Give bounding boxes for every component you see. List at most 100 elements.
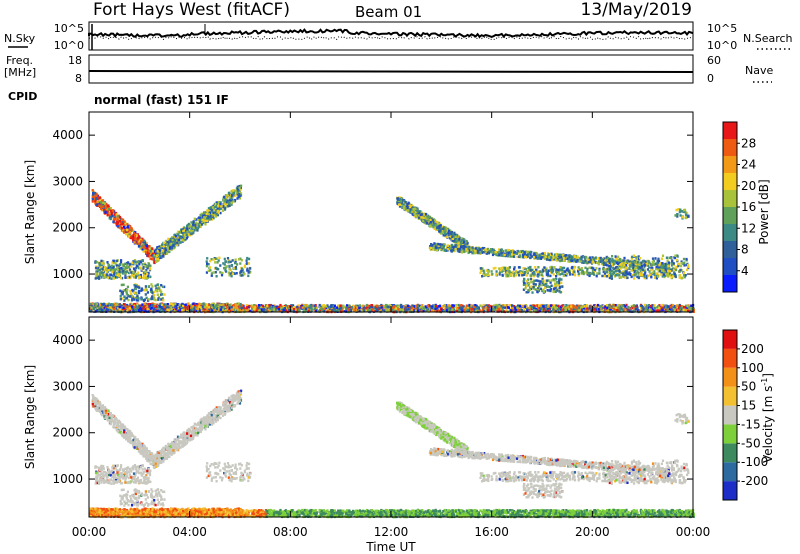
power-mark-2653: [474, 304, 477, 307]
power-mark-4178: [107, 264, 111, 267]
power-mark-4935: [436, 221, 439, 224]
power-mark-782: [133, 304, 136, 308]
power-mark-794: [90, 306, 93, 309]
power-mark-3846: [179, 236, 183, 240]
power-mark-2013: [428, 307, 431, 311]
power-mark-895: [153, 305, 156, 308]
power-mark-2628: [585, 305, 588, 308]
power-mark-2935: [103, 201, 107, 204]
power-mark-2344: [557, 304, 560, 308]
power-mark-3832: [173, 239, 176, 242]
power-mark-4169: [136, 271, 140, 274]
freq-trace: [88, 70, 694, 73]
power-mark-4179: [144, 270, 147, 274]
power-mark-2708: [493, 306, 497, 309]
power-mark-615: [234, 303, 237, 306]
power-mark-600: [127, 307, 130, 311]
power-mark-4047: [115, 259, 118, 263]
power-mark-2745: [442, 305, 445, 308]
power-mark-1012: [259, 305, 262, 308]
power-mark-3036: [143, 241, 146, 245]
power-mark-4380: [219, 271, 222, 274]
power-mark-480: [148, 305, 151, 308]
power-mark-2250: [503, 304, 506, 307]
power-mark-2422: [602, 304, 605, 308]
power-mark-2470: [649, 304, 652, 308]
power-mark-2593: [529, 304, 532, 308]
power-mark-2590: [323, 307, 326, 311]
power-mark-2450: [348, 304, 351, 307]
power-mark-4255: [119, 295, 122, 298]
power-mark-1737: [257, 306, 260, 310]
power-mark-393: [138, 307, 141, 310]
power-mark-1146: [495, 308, 498, 311]
power-mark-2716: [612, 303, 615, 307]
power-mark-2686: [539, 304, 542, 307]
power-mark-659: [143, 309, 146, 313]
power-mark-342: [178, 307, 181, 310]
power-mark-2099: [510, 304, 514, 307]
power-mark-2588: [682, 308, 685, 311]
power-mark-339: [151, 309, 154, 313]
power-mark-4331: [157, 287, 160, 290]
power-mark-1921: [342, 310, 345, 313]
power-mark-3857: [212, 211, 215, 214]
power-mark-4107: [112, 277, 115, 280]
power-mark-855: [170, 306, 173, 309]
power-mark-372: [110, 305, 114, 308]
power-mark-2287: [625, 303, 628, 307]
power-mark-898: [170, 302, 173, 306]
power-mark-1586: [275, 305, 278, 308]
power-mark-3816: [192, 231, 195, 234]
power-mark-3271: [116, 215, 119, 218]
power-mark-2324: [679, 304, 682, 308]
power-mark-3243: [91, 189, 94, 192]
power-mark-2689: [498, 305, 501, 308]
power-mark-4878: [400, 200, 403, 203]
power-mark-762: [184, 305, 187, 309]
power-mark-2157: [461, 308, 464, 311]
power-mark-2353: [533, 305, 536, 308]
power-mark-2161: [521, 304, 524, 308]
power-mark-117: [103, 304, 106, 308]
power-mark-658: [177, 303, 180, 306]
power-mark-689: [175, 307, 178, 310]
power-mark-3043: [142, 248, 145, 251]
power-mark-874: [166, 308, 169, 311]
power-mark-789: [224, 308, 228, 312]
power-mark-2782: [615, 306, 618, 309]
power-mark-702: [197, 306, 201, 310]
power-mark-1930: [636, 306, 639, 309]
power-mark-4408: [214, 261, 217, 264]
power-mark-2743: [301, 306, 304, 309]
power-mark-2606: [567, 307, 570, 311]
power-mark-2402: [465, 304, 468, 307]
power-mark-1572: [688, 307, 691, 311]
power-mark-613: [107, 302, 110, 306]
power-mark-2591: [347, 308, 350, 312]
power-mark-2741: [667, 305, 670, 309]
power-mark-2215: [457, 303, 460, 307]
power-mark-1761: [641, 304, 644, 308]
power-mark-700: [180, 304, 183, 307]
power-mark-4247: [130, 299, 134, 302]
power-mark-4411: [230, 274, 233, 278]
power-mark-2175: [360, 308, 363, 312]
power-mark-2302: [499, 307, 502, 311]
power-mark-4196: [146, 264, 149, 268]
power-mark-4324: [131, 295, 134, 298]
power-mark-3981: [119, 260, 123, 264]
power-mark-652: [96, 304, 100, 307]
power-mark-1297: [620, 310, 623, 313]
power-mark-2102: [658, 304, 661, 307]
power-mark-883: [181, 309, 184, 312]
power-mark-581: [145, 305, 149, 308]
power-mark-1811: [677, 306, 681, 310]
power-mark-517: [90, 302, 93, 306]
power-mark-2793: [245, 309, 248, 312]
power-mark-2391: [439, 310, 442, 313]
power-mark-2636: [511, 305, 514, 309]
power-mark-2201: [358, 306, 361, 310]
power-mark-660: [160, 305, 163, 308]
power-mark-1756: [362, 306, 365, 310]
